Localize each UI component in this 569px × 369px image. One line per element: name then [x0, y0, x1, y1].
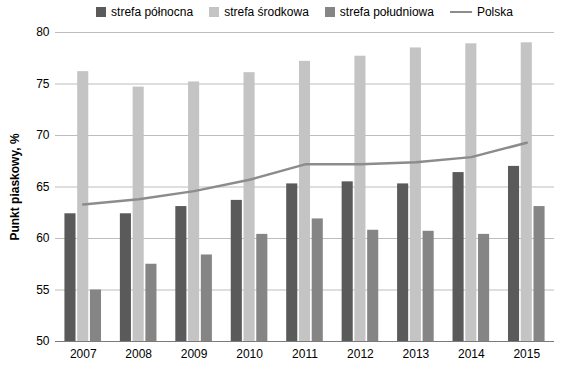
svg-text:70: 70 [36, 128, 50, 142]
svg-text:60: 60 [36, 231, 50, 245]
svg-text:65: 65 [36, 180, 50, 194]
svg-text:2013: 2013 [403, 347, 430, 361]
html-text:strefa północna: strefa północna [111, 5, 194, 19]
html-text:strefa środkowa: strefa środkowa [224, 5, 309, 19]
svg-text:80: 80 [36, 25, 50, 39]
html-text:Polska: Polska [476, 5, 513, 19]
svg-text:2011: 2011 [292, 347, 318, 361]
html-text:strefa południowa: strefa południowa [339, 5, 434, 19]
svg-text:2009: 2009 [181, 347, 208, 361]
svg-text:2010: 2010 [236, 347, 263, 361]
svg-text:2007: 2007 [70, 347, 97, 361]
svg-text:2008: 2008 [125, 347, 152, 361]
svg-text:2014: 2014 [458, 347, 485, 361]
svg-text:55: 55 [36, 283, 50, 297]
svg-text:2015: 2015 [513, 347, 540, 361]
svg-text:75: 75 [36, 77, 50, 91]
svg-text:2012: 2012 [347, 347, 374, 361]
svg-text:Punkt piaskowy, %: Punkt piaskowy, % [8, 133, 22, 240]
svg-text:50: 50 [36, 334, 50, 348]
